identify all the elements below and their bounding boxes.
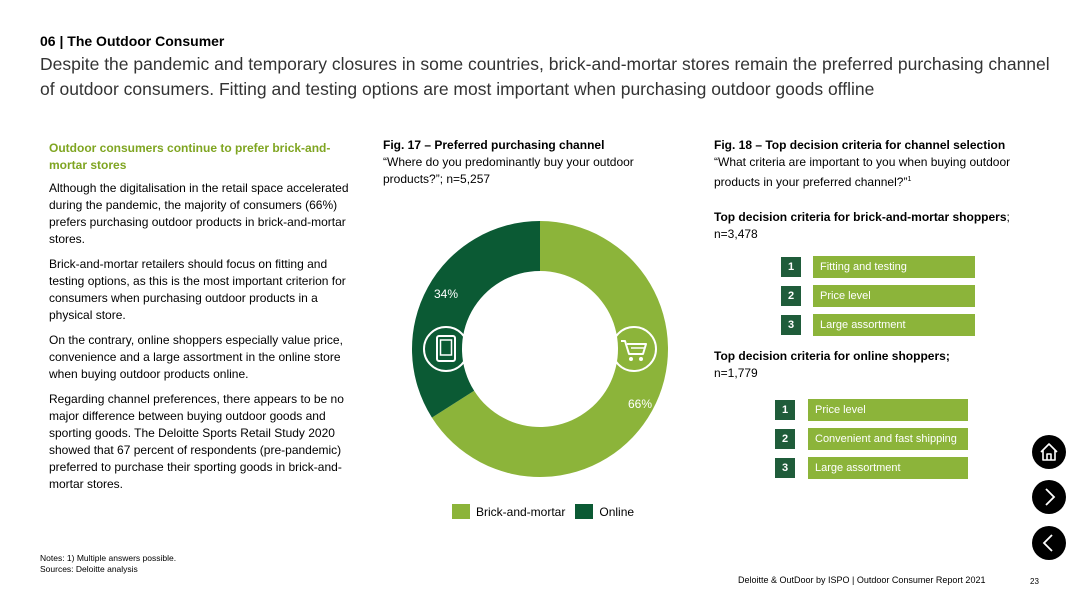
home-button[interactable] bbox=[1032, 435, 1066, 469]
fig17-title: Fig. 17 – Preferred purchasing channel bbox=[383, 138, 605, 152]
bm-rank-number: 1 bbox=[781, 257, 801, 277]
online-rank-number: 2 bbox=[775, 429, 795, 449]
left-column: Outdoor consumers continue to prefer bri… bbox=[49, 140, 359, 501]
legend-label-bm: Brick-and-mortar bbox=[476, 504, 566, 519]
fig18-title: Fig. 18 – Top decision criteria for chan… bbox=[714, 138, 1006, 152]
donut-slice-online bbox=[412, 221, 540, 418]
chevron-left-icon bbox=[1042, 534, 1053, 552]
bm-rank-label: Fitting and testing bbox=[813, 256, 975, 278]
fig18-subtitle-text: “What criteria are important to you when… bbox=[714, 155, 1011, 189]
note-sources: Sources: Deloitte analysis bbox=[40, 564, 138, 574]
online-criteria-heading: Top decision criteria for online shopper… bbox=[714, 348, 950, 382]
next-button[interactable] bbox=[1032, 480, 1066, 514]
fig17-header: Fig. 17 – Preferred purchasing channel “… bbox=[383, 137, 683, 188]
online-criteria-n: n=1,779 bbox=[714, 366, 758, 380]
note-1: Notes: 1) Multiple answers possible. bbox=[40, 553, 177, 563]
legend-swatch-bm bbox=[452, 504, 470, 519]
section-label: 06 | The Outdoor Consumer bbox=[40, 33, 225, 49]
left-paragraph-1: Although the digitalisation in the retai… bbox=[49, 181, 349, 246]
left-paragraph-4: Regarding channel preferences, there app… bbox=[49, 392, 344, 491]
left-paragraph-3: On the contrary, online shoppers especia… bbox=[49, 333, 343, 381]
online-rank-label: Large assortment bbox=[808, 457, 968, 479]
bm-rank-2: 2 Price level bbox=[781, 285, 975, 307]
bm-criteria-heading: Top decision criteria for brick-and-mort… bbox=[714, 209, 1010, 243]
bm-rank-1: 1 Fitting and testing bbox=[781, 256, 975, 278]
footer-source: Deloitte & OutDoor by ISPO | Outdoor Con… bbox=[738, 575, 986, 585]
online-rank-label: Price level bbox=[808, 399, 968, 421]
online-rank-3: 3 Large assortment bbox=[775, 457, 968, 479]
online-rank-label: Convenient and fast shipping bbox=[808, 428, 968, 450]
notes: Notes: 1) Multiple answers possible. Sou… bbox=[40, 553, 176, 575]
chart-legend: Brick-and-mortar Online bbox=[452, 504, 644, 519]
bm-criteria-suffix: ; bbox=[1006, 210, 1010, 224]
page-headline: Despite the pandemic and temporary closu… bbox=[40, 54, 1050, 99]
bm-rank-label: Price level bbox=[813, 285, 975, 307]
bm-rank-label: Large assortment bbox=[813, 314, 975, 336]
donut-label-online: 34% bbox=[434, 287, 458, 301]
fig17-subtitle: “Where do you predominantly buy your out… bbox=[383, 155, 634, 186]
legend-swatch-online bbox=[575, 504, 594, 519]
online-rank-number: 1 bbox=[775, 400, 795, 420]
page-number: 23 bbox=[1030, 577, 1039, 586]
bm-criteria-title: Top decision criteria for brick-and-mort… bbox=[714, 210, 1007, 224]
donut-slice-brick-and-mortar bbox=[431, 221, 668, 477]
legend-item-bm: Brick-and-mortar bbox=[452, 504, 565, 519]
shopping-cart-icon bbox=[611, 326, 657, 372]
online-rank-number: 3 bbox=[775, 458, 795, 478]
bm-rank-number: 2 bbox=[781, 286, 801, 306]
bm-criteria-n: n=3,478 bbox=[714, 227, 758, 241]
chevron-right-icon bbox=[1045, 488, 1056, 506]
online-criteria-title: Top decision criteria for online shopper… bbox=[714, 349, 950, 363]
legend-label-online: Online bbox=[599, 504, 635, 519]
legend-item-online: Online bbox=[575, 504, 634, 519]
online-rank-2: 2 Convenient and fast shipping bbox=[775, 428, 968, 450]
donut-label-brick-and-mortar: 66% bbox=[628, 397, 652, 411]
bm-rank-number: 3 bbox=[781, 315, 801, 335]
prev-button[interactable] bbox=[1032, 526, 1066, 560]
home-icon bbox=[1040, 443, 1058, 461]
fig18-subtitle: “What criteria are important to you when… bbox=[714, 154, 1014, 191]
left-paragraph-2: Brick-and-mortar retailers should focus … bbox=[49, 257, 346, 322]
left-lead: Outdoor consumers continue to prefer bri… bbox=[49, 141, 331, 172]
tablet-icon bbox=[423, 326, 469, 372]
fig18-footnote-mark: 1 bbox=[907, 176, 912, 183]
fig18-header: Fig. 18 – Top decision criteria for chan… bbox=[714, 137, 1014, 191]
online-rank-1: 1 Price level bbox=[775, 399, 968, 421]
bm-rank-3: 3 Large assortment bbox=[781, 314, 975, 336]
